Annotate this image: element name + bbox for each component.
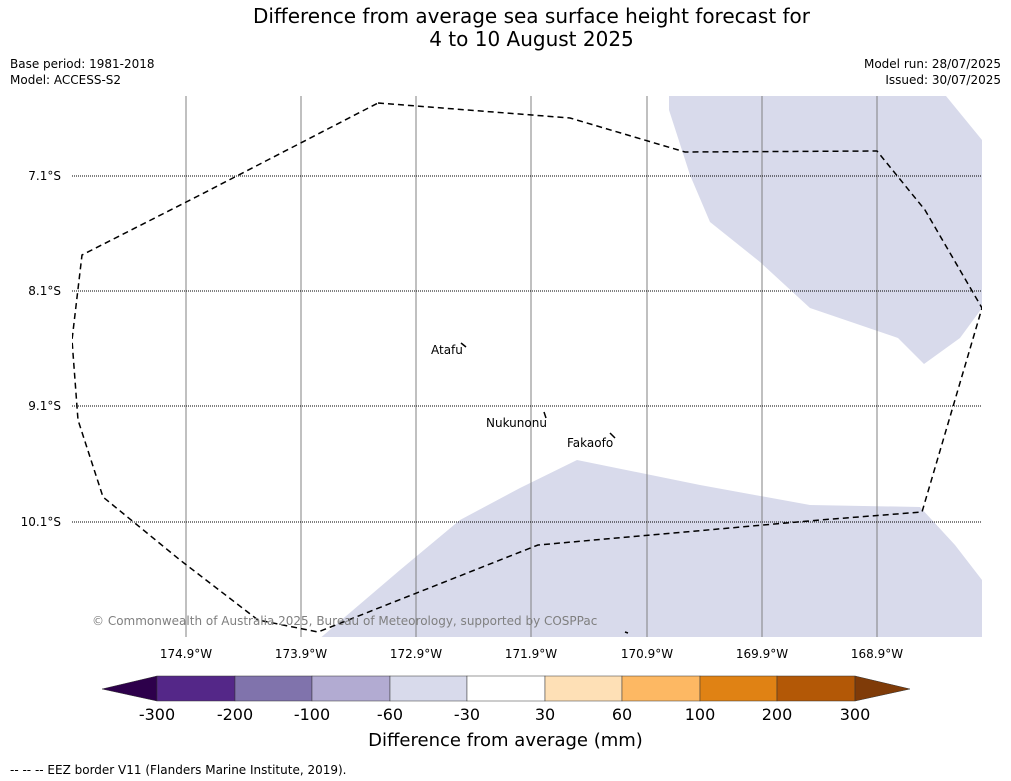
lat-label-2: 8.1°S bbox=[28, 284, 61, 298]
colorbar-segment-5 bbox=[466, 675, 546, 702]
anomaly-area-northeast bbox=[669, 96, 982, 364]
meridian-lines bbox=[185, 96, 878, 637]
place-label-nukunonu: Nukunonu bbox=[486, 416, 547, 430]
colorbar-tick-4: -60 bbox=[376, 705, 404, 724]
eez-footnote: -- -- -- EEZ border V11 (Flanders Marine… bbox=[10, 763, 347, 777]
colorbar-tick-8: 100 bbox=[684, 705, 716, 724]
anomaly-area-south bbox=[321, 460, 982, 637]
colorbar-tick-6: 30 bbox=[534, 705, 556, 724]
island-swains bbox=[624, 631, 629, 634]
lon-label-2: 173.9°W bbox=[274, 647, 328, 661]
lon-label-3: 172.9°W bbox=[389, 647, 443, 661]
island-atafu bbox=[460, 342, 467, 348]
colorbar-segment-9 bbox=[776, 675, 856, 702]
copyright-text: © Commonwealth of Australia 2025, Bureau… bbox=[92, 614, 598, 628]
colorbar-segment-1 bbox=[156, 675, 236, 702]
colorbar-tick-5: -30 bbox=[453, 705, 481, 724]
colorbar bbox=[101, 675, 911, 702]
lon-label-7: 168.9°W bbox=[850, 647, 904, 661]
lat-label-3: 9.1°S bbox=[28, 399, 61, 413]
colorbar-max-arrow bbox=[854, 675, 911, 702]
colorbar-min-arrow bbox=[101, 675, 158, 702]
meta-right: Model run: 28/07/2025 Issued: 30/07/2025 bbox=[864, 56, 1001, 88]
colorbar-tick-3: -100 bbox=[293, 705, 331, 724]
place-label-atafu: Atafu bbox=[431, 343, 463, 357]
parallel-lines bbox=[72, 175, 982, 523]
colorbar-segment-3 bbox=[311, 675, 391, 702]
colorbar-tick-7: 60 bbox=[611, 705, 633, 724]
title-line-1: Difference from average sea surface heig… bbox=[252, 4, 811, 28]
issued-text: Issued: 30/07/2025 bbox=[885, 73, 1001, 87]
colorbar-tick-1: -300 bbox=[138, 705, 176, 724]
lon-label-1: 174.9°W bbox=[159, 647, 213, 661]
base-period-text: Base period: 1981-2018 bbox=[10, 57, 155, 71]
place-label-fakaofo: Fakaofo bbox=[567, 436, 614, 450]
lon-label-6: 169.9°W bbox=[735, 647, 789, 661]
island-nukunonu bbox=[543, 411, 547, 419]
colorbar-segment-4 bbox=[389, 675, 468, 702]
title-line-2: 4 to 10 August 2025 bbox=[429, 27, 634, 51]
map-title: Difference from average sea surface heig… bbox=[0, 5, 1011, 51]
meta-left: Base period: 1981-2018 Model: ACCESS-S2 bbox=[10, 56, 155, 88]
colorbar-label: Difference from average (mm) bbox=[368, 730, 643, 751]
model-text: Model: ACCESS-S2 bbox=[10, 73, 122, 87]
colorbar-segment-8 bbox=[699, 675, 778, 702]
colorbar-tick-2: -200 bbox=[216, 705, 254, 724]
lon-label-5: 170.9°W bbox=[620, 647, 674, 661]
lat-label-1: 7.1°S bbox=[28, 169, 61, 183]
eez-border bbox=[72, 102, 982, 633]
island-fakaofo bbox=[609, 432, 616, 439]
colorbar-segment-6 bbox=[544, 675, 623, 702]
model-run-text: Model run: 28/07/2025 bbox=[863, 57, 1001, 71]
colorbar-segment-7 bbox=[621, 675, 701, 702]
colorbar-tick-9: 200 bbox=[761, 705, 793, 724]
lat-label-4: 10.1°S bbox=[20, 515, 61, 529]
colorbar-segment-2 bbox=[234, 675, 313, 702]
lon-label-4: 171.9°W bbox=[504, 647, 558, 661]
colorbar-tick-10: 300 bbox=[839, 705, 871, 724]
